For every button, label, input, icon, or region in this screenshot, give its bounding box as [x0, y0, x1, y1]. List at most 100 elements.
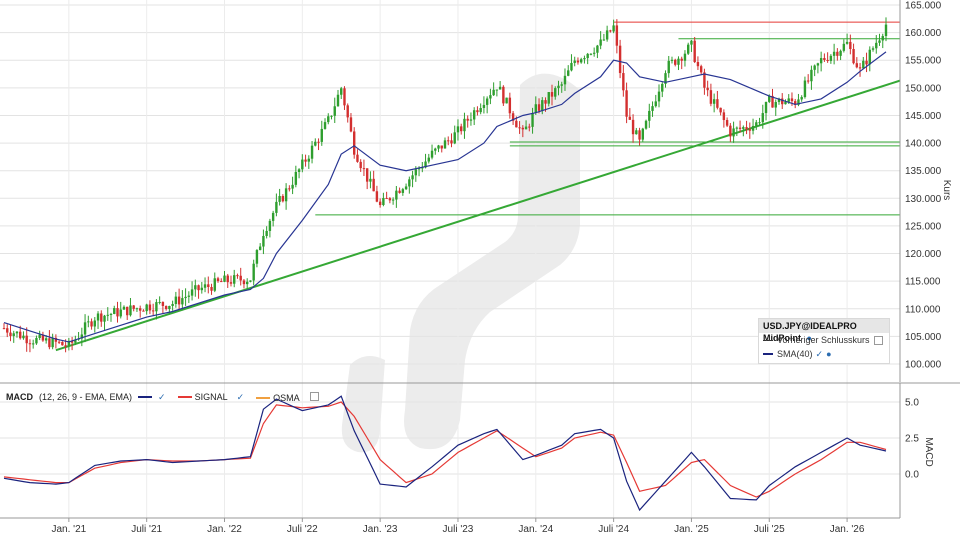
macd-y-tick-label: 0.0	[905, 470, 919, 481]
candle-body	[706, 87, 709, 91]
candle-body	[884, 24, 888, 37]
candle-body	[755, 122, 758, 126]
candle-body	[537, 104, 541, 111]
candle-body	[472, 110, 476, 120]
candle-body	[382, 198, 385, 206]
candle-body	[661, 83, 664, 92]
candle-body	[388, 198, 392, 201]
annotations	[55, 21, 901, 352]
legend-instrument-settings-icon[interactable]: ●	[806, 333, 812, 343]
candle-body	[764, 101, 768, 114]
legend-sma-check-icon[interactable]: ✓	[815, 349, 824, 359]
candle-body	[200, 287, 204, 291]
candle-body	[489, 95, 492, 99]
legend-sma: SMA(40)	[777, 349, 813, 359]
candle-body	[797, 99, 800, 105]
candle-body	[421, 167, 424, 169]
candle-body	[460, 126, 463, 132]
candle-body	[158, 301, 161, 303]
candle-body	[466, 118, 469, 121]
candle-body	[340, 88, 343, 95]
signal-entry: SIGNAL ✓	[177, 391, 251, 403]
candle-body	[534, 104, 537, 114]
candle-body	[719, 107, 722, 113]
candle-body	[586, 53, 589, 59]
candle-body	[245, 281, 249, 285]
candle-body	[138, 308, 142, 311]
candle-body	[333, 106, 336, 116]
candle-body	[22, 335, 25, 339]
candle-body	[229, 282, 233, 284]
candle-body	[414, 169, 418, 176]
candle-body	[164, 305, 168, 310]
candle-body	[690, 40, 693, 45]
macd-y-tick-label: 2.5	[905, 434, 919, 445]
candle-body	[738, 127, 742, 129]
candle-body	[622, 73, 625, 91]
candle-body	[579, 59, 583, 63]
candle-body	[748, 129, 752, 131]
candle-body	[291, 184, 294, 189]
signal-check-icon[interactable]: ✓	[236, 391, 245, 402]
candle-body	[648, 110, 651, 121]
candle-body	[122, 306, 126, 310]
legend-prev-close-checkbox[interactable]	[873, 335, 883, 345]
candle-body	[430, 150, 434, 158]
candle-body	[699, 66, 703, 73]
candle-body	[145, 304, 148, 312]
candle-body	[359, 161, 362, 169]
candle-body	[573, 60, 576, 63]
candle-body	[83, 322, 87, 335]
candle-body	[729, 125, 732, 137]
candle-body	[498, 86, 502, 90]
candle-body	[508, 97, 512, 114]
candle-body	[476, 110, 479, 113]
candle-body	[881, 36, 884, 41]
candle-body	[550, 92, 554, 97]
candle-body	[80, 334, 84, 339]
candle-body	[177, 296, 181, 305]
x-tick-label: Jan. '26	[830, 524, 865, 535]
candle-body	[563, 75, 567, 85]
candle-body	[615, 25, 619, 46]
candle-body	[301, 159, 304, 170]
candle-body	[275, 201, 278, 213]
candle-body	[346, 105, 349, 118]
candle-body	[709, 90, 713, 104]
candle-body	[119, 309, 122, 317]
candle-body	[395, 190, 398, 200]
legend-sma-settings-icon[interactable]: ●	[826, 349, 832, 359]
price-y-ticks: 165.000 160.000 155.000 150.000 145.000 140.0…	[905, 1, 942, 371]
macd-check-icon[interactable]: ✓	[158, 391, 166, 402]
price-y-tick-label: 110.000	[905, 304, 941, 315]
candle-body	[9, 332, 12, 336]
candle-body	[829, 55, 833, 61]
macd-legend-bar: MACD (12, 26, 9 - EMA, EMA) ✓ SIGNAL ✓ OS…	[0, 389, 331, 405]
candle-body	[482, 104, 486, 109]
solid-line-icon	[763, 353, 773, 355]
candle-body	[768, 95, 771, 102]
candle-body	[437, 145, 440, 149]
candle-body	[845, 41, 849, 44]
candle-body	[716, 99, 719, 108]
candle-body	[294, 171, 298, 185]
candle-body	[398, 190, 401, 193]
price-y-tick-label: 125.000	[905, 221, 942, 232]
candle-body	[210, 287, 213, 291]
candle-body	[197, 285, 200, 291]
candle-body	[28, 343, 32, 345]
candle-body	[411, 175, 414, 180]
candle-body	[96, 313, 100, 321]
osma-checkbox[interactable]	[309, 391, 319, 401]
candle-body	[288, 188, 291, 190]
candle-body	[524, 126, 528, 130]
price-y-tick-label: 145.000	[905, 111, 942, 122]
candle-body	[693, 40, 696, 63]
candle-body	[265, 230, 268, 236]
candle-body	[803, 80, 807, 98]
x-tick-label: Juli '24	[598, 524, 629, 535]
candle-body	[343, 88, 346, 106]
candle-body	[531, 113, 534, 127]
candle-body	[314, 141, 317, 146]
